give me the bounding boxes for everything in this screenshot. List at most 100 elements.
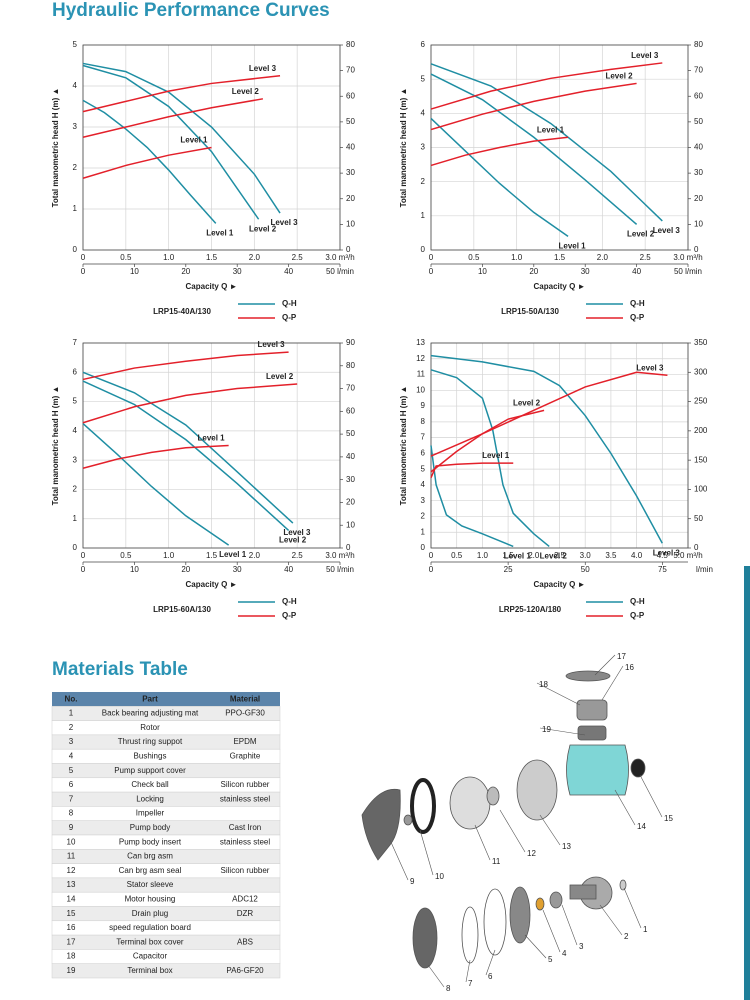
part-number: 12 [527,849,536,858]
curve [82,351,289,381]
x-tick-label: 3.0 [580,551,592,560]
y2-tick-label: 50 [694,117,703,126]
table-row [51,963,281,979]
leader-line [599,904,623,936]
leader-line [474,824,491,861]
table-cell: Silicon rubber [221,866,270,875]
table-cell: Bushings [134,751,167,760]
part-number: 16 [625,663,634,672]
table-cell: PA6-GF20 [226,966,264,975]
part-number: 5 [548,955,553,964]
curve [430,62,663,110]
x2-tick-label: 10 [130,565,139,574]
table-cell: EPDM [233,737,256,746]
table-cell: 3 [69,737,74,746]
table-cell: Impeller [136,809,165,818]
y-tick-label: 4 [421,108,426,117]
curve [82,98,264,138]
table-cell: ABS [237,937,253,946]
x-tick-label: 2.5 [640,253,652,262]
leader-line [542,909,561,953]
y2-tick-label: 0 [346,245,351,254]
y-tick-label: 3 [73,455,78,464]
x-tick-label: 3.0 m³/h [325,253,354,262]
part-number: 1 [643,925,648,934]
x-tick-label: 3.0 m³/h [325,551,354,560]
y-tick-label: 7 [421,433,426,442]
curve-label: Level 3 [653,226,681,235]
y2-tick-label: 0 [694,543,699,552]
y-tick-label: 11 [417,370,426,379]
table-header [52,692,280,707]
table-cell: Cast Iron [229,823,261,832]
y2-tick-label: 350 [694,338,708,347]
x-tick-label: 0 [429,253,434,262]
leader-line [427,964,445,988]
x2-tick-label: 20 [181,565,190,574]
y2-tick-label: 30 [346,475,355,484]
table-cell: 16 [67,923,76,932]
y-tick-label: 3 [421,496,426,505]
part-number: 8 [446,984,451,993]
part-number: 7 [468,979,473,988]
part-number: 2 [624,932,629,941]
curve [82,422,230,546]
curve-label: Level 1 [197,434,225,443]
curve [430,63,663,222]
leader-line [539,727,586,736]
leader-line [539,814,561,846]
y2-tick-label: 40 [346,452,355,461]
x-tick-label: 2.0 [597,253,609,262]
table-cell: Capacitor [133,952,168,961]
x-tick-label: 3.0 m³/h [673,253,702,262]
curve [430,73,638,225]
curve [430,445,514,548]
y2-tick-label: 300 [694,367,708,376]
table-cell: 4 [69,751,74,760]
plot-frame [82,44,341,251]
legend-label: Q-H [282,597,297,606]
part-number: 14 [637,822,646,831]
y2-tick-label: 60 [346,91,355,100]
curve-label: Level 3 [249,64,277,73]
y2-tick-label: 100 [694,485,708,494]
y-tick-label: 7 [73,338,78,347]
legend-label: Q-P [630,313,645,322]
leader-line [465,959,471,983]
x-tick-label: 1.5 [554,253,566,262]
table-cell: 9 [69,823,74,832]
curve-label: Level 1 [482,451,510,460]
curve [82,99,217,224]
x-tick-label: 1.0 [163,253,175,262]
table-cell: 5 [69,766,74,775]
x2-tick-label: 40 [284,565,293,574]
y-tick-label: 13 [416,338,425,347]
table-cell: Terminal box [127,966,172,975]
x2-tick-label: 10 [478,267,487,276]
table-title: Materials Table [52,659,188,680]
curve-label: Level 3 [653,548,681,557]
x2-tick-label: 30 [581,267,590,276]
y-tick-label: 4 [421,480,426,489]
table-cell: 8 [69,809,74,818]
y2-tick-label: 150 [694,455,708,464]
legend-label: Q-P [282,313,297,322]
y-tick-label: 6 [73,367,78,376]
y2-tick-label: 10 [694,219,703,228]
part-number: 3 [579,942,584,951]
table-cell: 18 [67,952,76,961]
curve [82,62,281,214]
y-tick-label: 9 [421,401,426,410]
curve [82,75,281,113]
leader-line [485,949,496,976]
table-cell: Can brg asm seal [119,866,182,875]
table-cell: Drain plug [132,909,168,918]
model-label: LRP15-50A/130 [501,307,559,316]
side-bar [744,566,750,1000]
legend-label: Q-H [282,299,297,308]
table-cell: DZR [237,909,254,918]
x2-tick-label: 50 [581,565,590,574]
x-tick-label: 1.5 [206,551,218,560]
table-cell: 7 [69,794,74,803]
curve-label: Level 1 [558,241,586,250]
